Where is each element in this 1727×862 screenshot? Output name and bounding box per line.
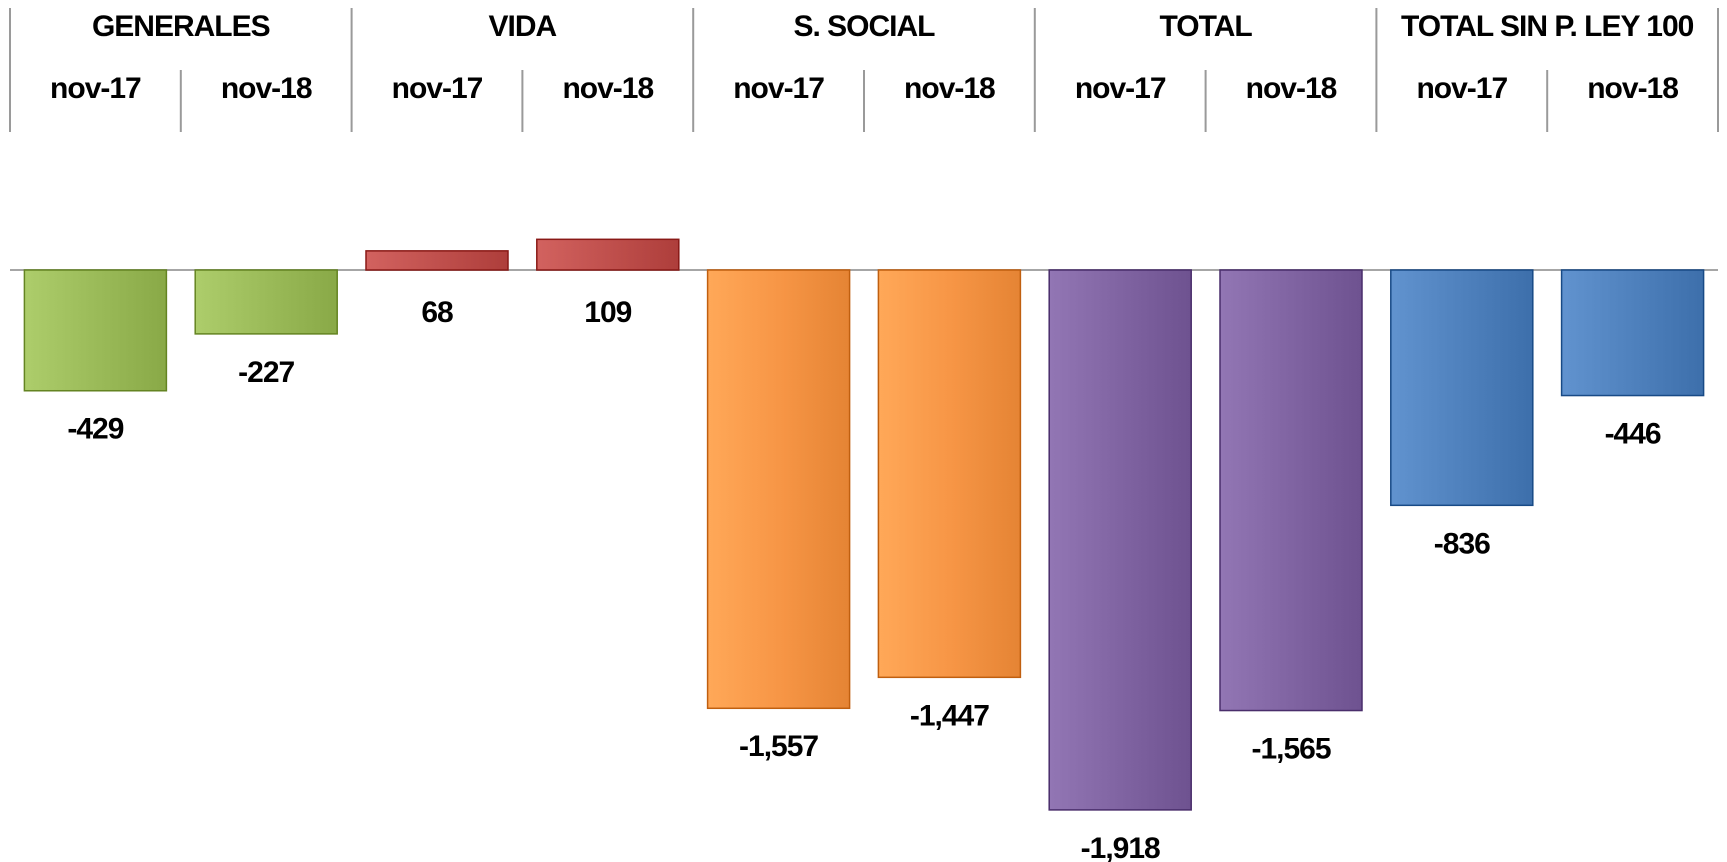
bar (1219, 269, 1363, 712)
data-label: 109 (584, 296, 631, 329)
period-label: nov-18 (562, 72, 653, 105)
bar (877, 269, 1022, 679)
data-label: -429 (67, 413, 123, 446)
period-label: nov-17 (1416, 72, 1507, 105)
bar (1390, 269, 1534, 507)
data-label: -1,447 (910, 699, 989, 732)
data-label: -1,918 (1081, 832, 1160, 862)
group-label: VIDA (489, 10, 557, 43)
bar (194, 269, 338, 335)
data-label: -1,557 (739, 730, 818, 763)
period-label: nov-18 (1587, 72, 1678, 105)
period-label: nov-17 (1075, 72, 1166, 105)
bar (706, 269, 851, 710)
bar (23, 269, 168, 392)
period-label: nov-17 (733, 72, 824, 105)
group-label: S. SOCIAL (793, 10, 935, 43)
bar (365, 250, 509, 271)
bar (1048, 269, 1192, 811)
data-label: -836 (1434, 527, 1490, 560)
data-label: -1,565 (1251, 732, 1330, 765)
data-label: -227 (238, 356, 294, 389)
bar (536, 238, 680, 271)
data-labels-layer: -429 -227 68 109 -1,557 -1,447 -1,918 -1,565 -83… (67, 296, 1662, 862)
period-label: nov-17 (392, 72, 483, 105)
data-label: -446 (1605, 417, 1661, 450)
header-separators (9, 8, 1719, 132)
period-label: nov-18 (221, 72, 312, 105)
bar (1560, 269, 1705, 397)
data-label: 68 (421, 296, 453, 329)
period-label: nov-18 (904, 72, 995, 105)
period-label: nov-17 (50, 72, 141, 105)
bars-layer (23, 238, 1705, 811)
group-label: TOTAL (1159, 10, 1252, 43)
group-label: GENERALES (92, 10, 270, 43)
period-label: nov-18 (1246, 72, 1337, 105)
group-label: TOTAL SIN P. LEY 100 (1401, 10, 1694, 43)
